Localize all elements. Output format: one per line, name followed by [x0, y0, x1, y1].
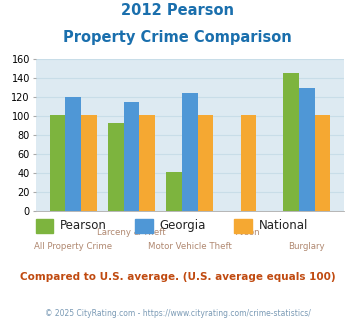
- Text: © 2025 CityRating.com - https://www.cityrating.com/crime-statistics/: © 2025 CityRating.com - https://www.city…: [45, 309, 310, 317]
- Text: Property Crime Comparison: Property Crime Comparison: [63, 30, 292, 45]
- Text: All Property Crime: All Property Crime: [34, 242, 112, 251]
- Text: Pearson: Pearson: [60, 219, 107, 232]
- Text: 2012 Pearson: 2012 Pearson: [121, 3, 234, 18]
- Bar: [283, 73, 299, 211]
- Text: Motor Vehicle Theft: Motor Vehicle Theft: [148, 242, 232, 251]
- Bar: [81, 115, 97, 211]
- Text: Arson: Arson: [236, 228, 261, 237]
- Text: Compared to U.S. average. (U.S. average equals 100): Compared to U.S. average. (U.S. average …: [20, 272, 335, 282]
- Bar: [50, 115, 65, 211]
- Text: National: National: [259, 219, 308, 232]
- Bar: [315, 115, 330, 211]
- Bar: [124, 102, 139, 211]
- Text: Georgia: Georgia: [160, 219, 206, 232]
- Bar: [108, 123, 124, 211]
- Bar: [139, 115, 155, 211]
- Bar: [65, 97, 81, 211]
- Text: Burglary: Burglary: [289, 242, 325, 251]
- Bar: [166, 172, 182, 211]
- Bar: [241, 115, 256, 211]
- Bar: [198, 115, 213, 211]
- Bar: [182, 93, 198, 211]
- Bar: [299, 88, 315, 211]
- Text: Larceny & Theft: Larceny & Theft: [97, 228, 166, 237]
